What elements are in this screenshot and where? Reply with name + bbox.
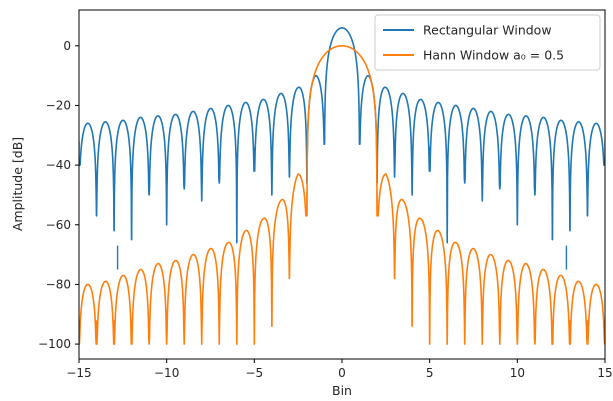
y-tick-label: −60 (46, 218, 71, 232)
y-tick-label: −40 (46, 158, 71, 172)
x-tick-label: 15 (597, 366, 612, 380)
legend-box (374, 14, 601, 71)
y-tick-label: 0 (63, 39, 71, 53)
y-tick-label: −20 (46, 98, 71, 112)
x-tick-label: 10 (510, 366, 525, 380)
legend-label-rectangular: Rectangular Window (423, 23, 552, 38)
x-tick-label: 0 (338, 366, 346, 380)
series-layer (79, 27, 605, 345)
x-tick-label: −10 (154, 366, 179, 380)
y-axis-label: Amplitude [dB] (10, 137, 25, 231)
y-tick-label: −100 (38, 337, 71, 351)
x-tick-label: 5 (426, 366, 434, 380)
legend: Rectangular Window Hann Window a₀ = 0.5 (374, 14, 601, 71)
legend-label-hann: Hann Window a₀ = 0.5 (423, 48, 564, 63)
x-tick-label: −5 (245, 366, 263, 380)
x-axis: −15 −10 −5 0 5 10 15 (66, 359, 613, 380)
x-axis-label: Bin (332, 383, 352, 398)
x-tick-label: −15 (66, 366, 91, 380)
series-line-rectangular (79, 27, 605, 244)
y-axis: −100 −80 −60 −40 −20 0 (38, 39, 79, 351)
series-line-hann (79, 44, 605, 345)
y-tick-label: −80 (46, 277, 71, 291)
